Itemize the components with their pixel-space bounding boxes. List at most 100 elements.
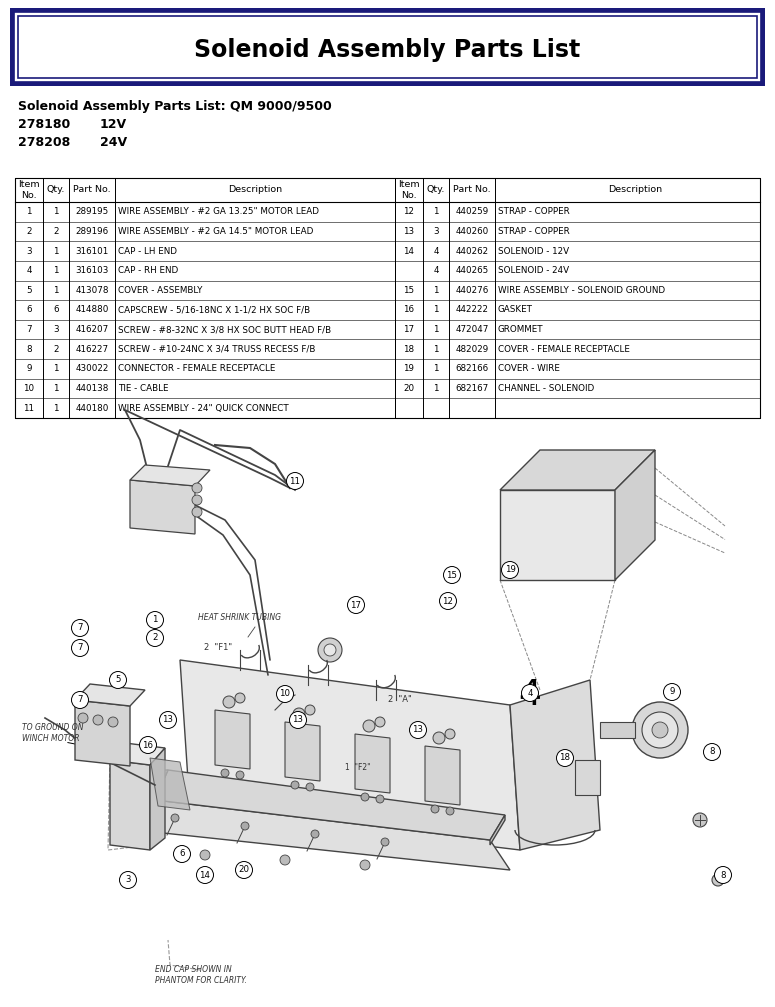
- Text: 4: 4: [26, 266, 32, 275]
- Text: GASKET: GASKET: [498, 305, 533, 314]
- Text: CAPSCREW - 5/16-18NC X 1-1/2 HX SOC F/B: CAPSCREW - 5/16-18NC X 1-1/2 HX SOC F/B: [118, 305, 310, 314]
- Text: 1: 1: [53, 266, 59, 275]
- Circle shape: [663, 684, 680, 701]
- Polygon shape: [150, 748, 165, 850]
- Text: 3: 3: [126, 875, 131, 884]
- Circle shape: [361, 793, 369, 801]
- Circle shape: [363, 720, 375, 732]
- Text: SCREW - #10-24NC X 3/4 TRUSS RECESS F/B: SCREW - #10-24NC X 3/4 TRUSS RECESS F/B: [118, 344, 315, 353]
- Bar: [600, 722, 635, 738]
- Text: 482029: 482029: [456, 344, 488, 353]
- Text: 8: 8: [26, 344, 32, 353]
- Text: SCREW - #8-32NC X 3/8 HX SOC BUTT HEAD F/B: SCREW - #8-32NC X 3/8 HX SOC BUTT HEAD F…: [118, 325, 331, 334]
- Polygon shape: [155, 770, 505, 840]
- Text: 8: 8: [709, 747, 715, 756]
- Text: Qty.: Qty.: [427, 185, 445, 194]
- Text: 1: 1: [26, 207, 32, 217]
- Text: 440262: 440262: [456, 247, 488, 256]
- Text: 3: 3: [433, 227, 439, 236]
- Text: Part No.: Part No.: [453, 185, 491, 194]
- Text: 2: 2: [152, 633, 158, 642]
- Text: 2: 2: [26, 227, 32, 236]
- Text: 3: 3: [26, 247, 32, 256]
- Text: Solenoid Assembly Parts List: Solenoid Assembly Parts List: [194, 38, 580, 62]
- Circle shape: [236, 862, 253, 878]
- Text: 12: 12: [443, 596, 453, 605]
- Text: 15: 15: [446, 571, 457, 579]
- Text: 18: 18: [404, 344, 415, 353]
- Text: Part No.: Part No.: [73, 185, 111, 194]
- Text: 1: 1: [433, 384, 439, 393]
- Polygon shape: [425, 746, 460, 805]
- Text: 289195: 289195: [75, 207, 108, 217]
- Circle shape: [305, 705, 315, 715]
- Polygon shape: [285, 722, 320, 781]
- Text: 1: 1: [433, 305, 439, 314]
- Text: 440138: 440138: [75, 384, 108, 393]
- Circle shape: [501, 562, 518, 578]
- Circle shape: [93, 715, 103, 725]
- Polygon shape: [75, 684, 145, 706]
- Text: 13: 13: [412, 725, 423, 734]
- Circle shape: [311, 830, 319, 838]
- Text: 278208: 278208: [18, 136, 71, 149]
- Text: COVER - WIRE: COVER - WIRE: [498, 365, 560, 374]
- Text: 414880: 414880: [75, 305, 108, 314]
- Polygon shape: [135, 800, 510, 870]
- Text: TIE - CABLE: TIE - CABLE: [118, 384, 168, 393]
- Text: COVER - ASSEMBLY: COVER - ASSEMBLY: [118, 286, 202, 295]
- Circle shape: [632, 702, 688, 758]
- Text: STRAP - COPPER: STRAP - COPPER: [498, 227, 570, 236]
- Text: 440259: 440259: [456, 207, 488, 217]
- Polygon shape: [110, 743, 165, 765]
- Polygon shape: [110, 760, 150, 850]
- Circle shape: [642, 712, 678, 748]
- Polygon shape: [75, 700, 130, 766]
- Circle shape: [439, 592, 456, 609]
- Text: CHANNEL - SOLENOID: CHANNEL - SOLENOID: [498, 384, 594, 393]
- Text: 2: 2: [53, 344, 59, 353]
- Circle shape: [381, 838, 389, 846]
- Text: 9: 9: [26, 365, 32, 374]
- Circle shape: [171, 814, 179, 822]
- Text: 1: 1: [433, 344, 439, 353]
- Circle shape: [192, 507, 202, 517]
- Circle shape: [71, 619, 88, 636]
- Text: Solenoid Assembly Parts List: QM 9000/9500: Solenoid Assembly Parts List: QM 9000/95…: [18, 100, 332, 113]
- Text: 416207: 416207: [75, 325, 108, 334]
- Text: SOLENOID - 24V: SOLENOID - 24V: [498, 266, 569, 275]
- Circle shape: [324, 644, 336, 656]
- Text: CAP - RH END: CAP - RH END: [118, 266, 178, 275]
- Circle shape: [140, 736, 157, 753]
- Circle shape: [287, 472, 304, 489]
- Text: SOLENOID - 12V: SOLENOID - 12V: [498, 247, 569, 256]
- Text: 20: 20: [239, 865, 250, 874]
- Text: 12V: 12V: [100, 118, 127, 131]
- Polygon shape: [215, 710, 250, 769]
- Text: 13: 13: [404, 227, 415, 236]
- Circle shape: [290, 712, 306, 728]
- Circle shape: [293, 708, 305, 720]
- Polygon shape: [355, 734, 390, 793]
- Text: 16: 16: [404, 305, 415, 314]
- Polygon shape: [150, 758, 190, 810]
- Text: 442222: 442222: [456, 305, 488, 314]
- Circle shape: [522, 685, 539, 702]
- Text: 11: 11: [290, 476, 301, 485]
- Text: 416227: 416227: [75, 344, 108, 353]
- Circle shape: [277, 686, 294, 703]
- Text: 2  "F1": 2 "F1": [204, 643, 232, 653]
- Bar: [500, 490, 615, 580]
- Circle shape: [71, 639, 88, 657]
- Circle shape: [160, 712, 177, 728]
- Text: 13: 13: [163, 716, 174, 724]
- Circle shape: [375, 717, 385, 727]
- Text: 440276: 440276: [456, 286, 488, 295]
- Text: 4: 4: [433, 266, 439, 275]
- Text: 682166: 682166: [456, 365, 488, 374]
- Circle shape: [200, 850, 210, 860]
- Text: 13: 13: [292, 716, 304, 724]
- Text: 7: 7: [78, 623, 83, 632]
- Text: 1: 1: [433, 365, 439, 374]
- Text: 5: 5: [115, 676, 121, 685]
